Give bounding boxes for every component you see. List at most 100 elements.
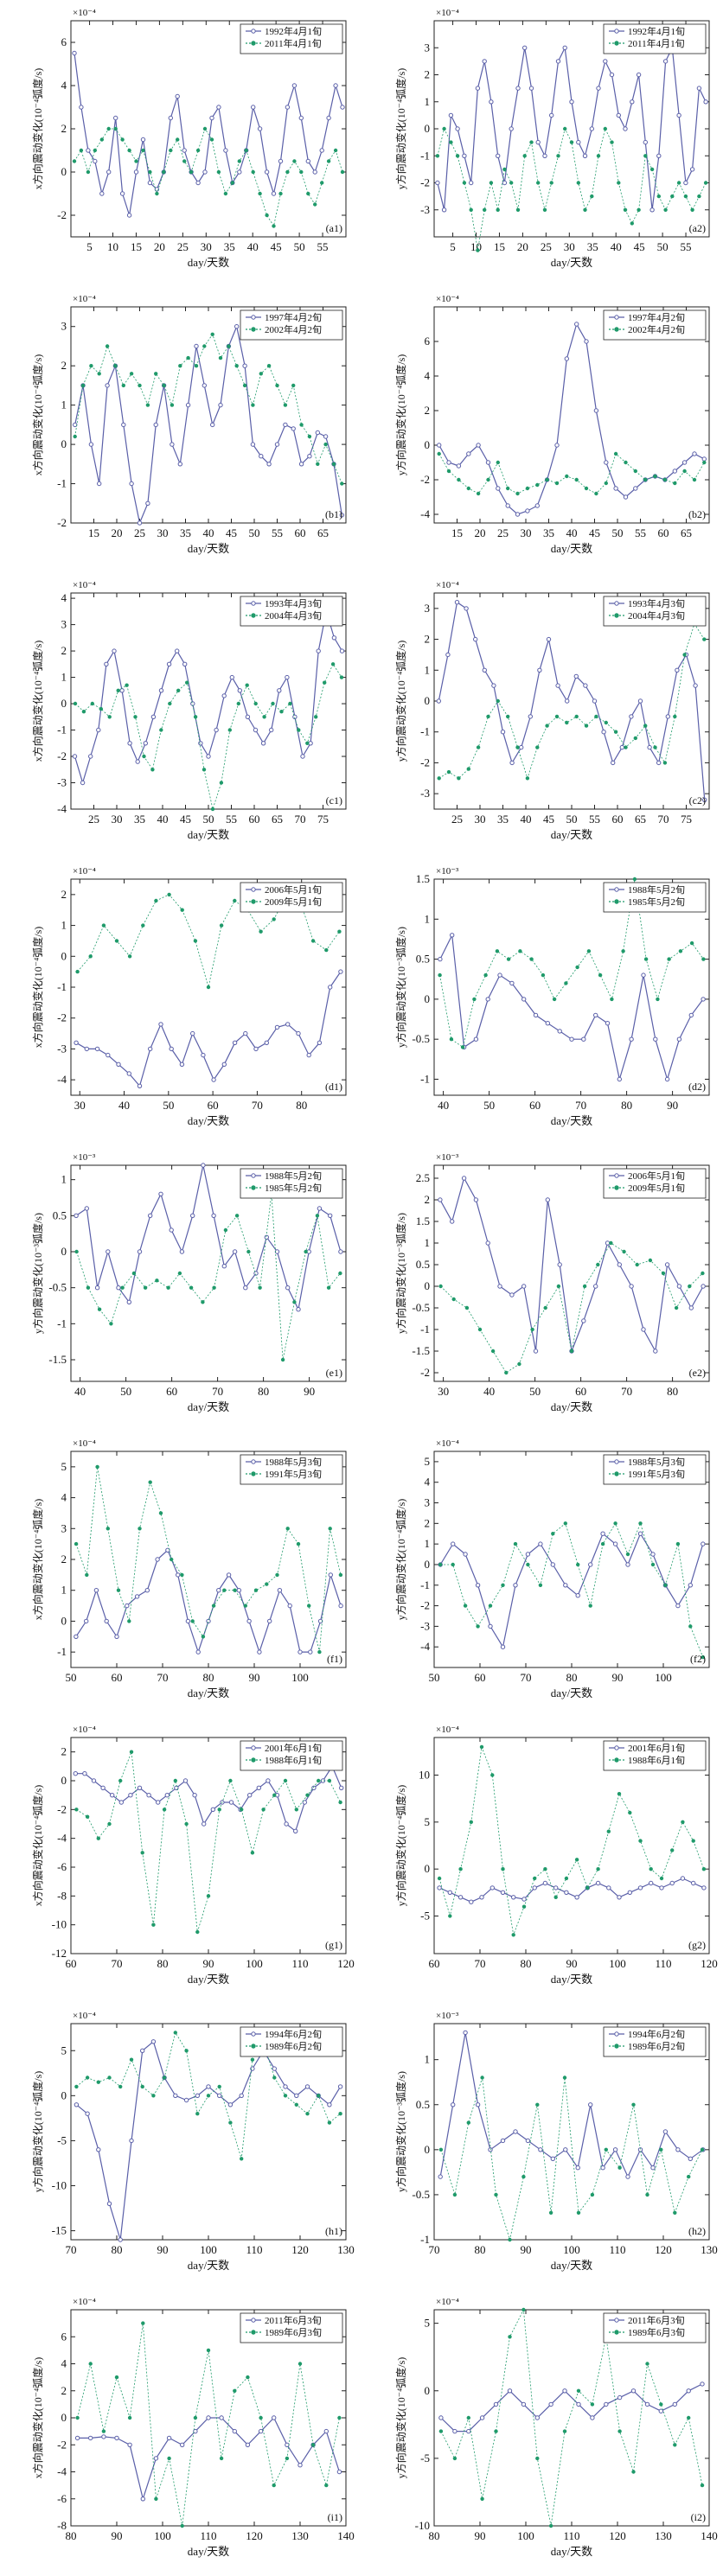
panel-label: (d1) bbox=[325, 1081, 342, 1093]
data-point-2 bbox=[272, 224, 276, 228]
data-point-1 bbox=[158, 688, 164, 693]
data-point-2 bbox=[272, 917, 276, 921]
data-point-1 bbox=[104, 1618, 109, 1624]
data-point-1 bbox=[647, 744, 652, 750]
data-point-2 bbox=[180, 908, 184, 912]
data-point-1 bbox=[146, 1793, 151, 1798]
data-point-2 bbox=[438, 2429, 444, 2433]
data-point-2 bbox=[297, 728, 301, 732]
y-tick-label: 5 bbox=[425, 2317, 431, 2330]
x-tick-label: 110 bbox=[200, 2529, 216, 2542]
data-point-2 bbox=[202, 344, 207, 348]
data-point-2 bbox=[501, 1867, 505, 1871]
axis-multiplier: ×10⁻⁴ bbox=[73, 1725, 96, 1735]
data-point-2 bbox=[529, 140, 534, 144]
data-point-2 bbox=[129, 1750, 134, 1754]
data-point-2 bbox=[106, 1527, 111, 1531]
x-tick-label: 60 bbox=[295, 526, 306, 539]
series-line-2 bbox=[75, 1466, 342, 1653]
data-point-2 bbox=[659, 2147, 663, 2152]
data-point-1 bbox=[285, 1285, 291, 1291]
data-point-2 bbox=[574, 477, 579, 482]
legend-swatch-marker bbox=[614, 1745, 619, 1750]
data-point-1 bbox=[617, 1895, 622, 1900]
data-point-1 bbox=[253, 1046, 259, 1052]
x-tick-label: 40 bbox=[438, 1099, 449, 1112]
data-point-1 bbox=[94, 1046, 100, 1052]
data-point-1 bbox=[569, 99, 574, 105]
data-point-2 bbox=[90, 701, 95, 706]
series-line-1 bbox=[440, 2383, 703, 2433]
y-tick-label: 1 bbox=[425, 1537, 431, 1550]
x-axis-label: day/天数 bbox=[188, 1687, 229, 1699]
data-point-1 bbox=[106, 169, 112, 175]
data-point-1 bbox=[182, 148, 187, 153]
data-point-2 bbox=[477, 1327, 483, 1332]
data-point-1 bbox=[563, 1583, 568, 1588]
legend-swatch-marker bbox=[251, 613, 256, 618]
legend-swatch-marker bbox=[251, 1173, 256, 1178]
axis-multiplier: ×10⁻⁴ bbox=[73, 8, 96, 18]
data-point-1 bbox=[166, 661, 172, 666]
data-point-2 bbox=[692, 477, 697, 482]
data-point-1 bbox=[574, 322, 579, 327]
data-point-1 bbox=[496, 153, 501, 159]
data-point-1 bbox=[489, 1885, 495, 1891]
data-point-2 bbox=[466, 2415, 470, 2420]
data-point-1 bbox=[525, 508, 530, 513]
data-point-1 bbox=[298, 2463, 303, 2468]
x-tick-label: 70 bbox=[621, 1385, 632, 1398]
data-point-2 bbox=[127, 1619, 131, 1623]
data-point-1 bbox=[637, 1531, 643, 1536]
data-point-2 bbox=[272, 2483, 276, 2488]
plot-frame bbox=[433, 1164, 710, 1382]
data-point-1 bbox=[264, 1040, 269, 1046]
data-point-1 bbox=[664, 1076, 670, 1082]
data-point-1 bbox=[525, 2138, 531, 2144]
data-point-1 bbox=[581, 1036, 586, 1042]
data-point-1 bbox=[542, 153, 547, 159]
data-point-2 bbox=[502, 167, 507, 172]
data-point-2 bbox=[326, 159, 331, 163]
data-point-2 bbox=[691, 1839, 695, 1843]
data-point-2 bbox=[457, 776, 461, 781]
data-point-1 bbox=[127, 2442, 132, 2448]
data-point-1 bbox=[446, 460, 451, 465]
data-point-1 bbox=[534, 503, 540, 508]
data-point-2 bbox=[623, 207, 628, 212]
y-tick-label: 5 bbox=[61, 1460, 67, 1473]
data-point-2 bbox=[663, 1583, 668, 1588]
data-point-2 bbox=[515, 207, 521, 212]
data-point-2 bbox=[683, 194, 688, 199]
axis-multiplier: ×10⁻⁴ bbox=[436, 2297, 459, 2307]
data-point-1 bbox=[593, 1012, 598, 1018]
data-point-1 bbox=[234, 324, 240, 329]
data-point-2 bbox=[150, 768, 155, 772]
data-point-2 bbox=[630, 221, 634, 226]
data-point-1 bbox=[525, 1552, 531, 1557]
series-line-2 bbox=[438, 622, 705, 780]
data-point-1 bbox=[221, 1062, 227, 1068]
data-point-1 bbox=[257, 1649, 262, 1655]
data-point-1 bbox=[633, 486, 638, 491]
x-axis-label: day/天数 bbox=[551, 256, 592, 269]
panel-label: (c2) bbox=[689, 794, 706, 807]
data-point-1 bbox=[143, 741, 149, 746]
data-point-1 bbox=[302, 1800, 307, 1805]
data-point-2 bbox=[635, 1262, 639, 1267]
data-point-2 bbox=[451, 1297, 456, 1302]
y-axis-label: y方向震动变化(10⁻³弧度/s) bbox=[31, 1213, 44, 1334]
legend-swatch-marker bbox=[251, 887, 256, 892]
y-tick-label: 0.5 bbox=[416, 2098, 430, 2111]
legend-box bbox=[603, 1168, 707, 1199]
x-tick-label: 40 bbox=[521, 813, 532, 826]
data-point-2 bbox=[476, 248, 480, 252]
data-point-1 bbox=[210, 422, 215, 428]
x-tick-label: 15 bbox=[451, 526, 463, 539]
data-point-2 bbox=[653, 474, 657, 479]
data-point-2 bbox=[511, 1933, 515, 1937]
legend-entry-2: 1985年5月2旬 bbox=[628, 896, 685, 908]
x-tick-label: 50 bbox=[294, 240, 305, 253]
x-tick-label: 30 bbox=[521, 526, 532, 539]
x-tick-label: 90 bbox=[667, 1099, 678, 1112]
